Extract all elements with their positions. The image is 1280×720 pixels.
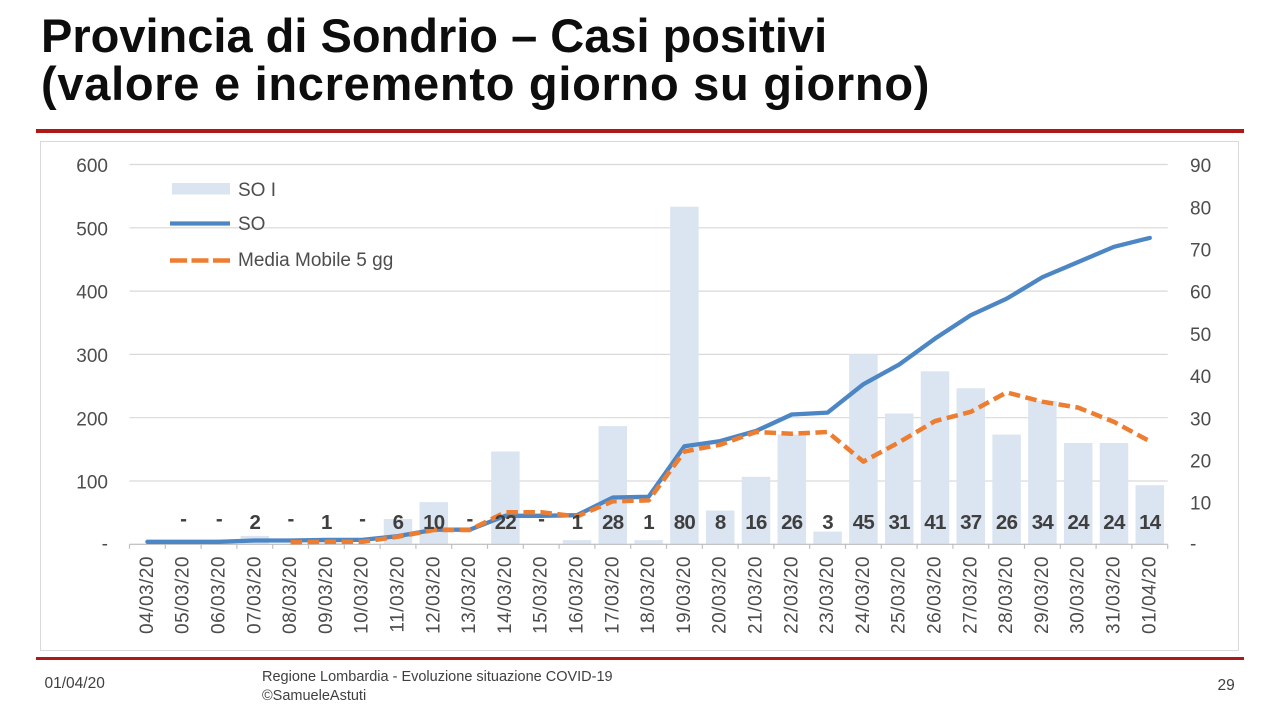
svg-text:80: 80	[1190, 198, 1211, 219]
svg-text:50: 50	[1190, 325, 1211, 346]
svg-text:04/03/20: 04/03/20	[137, 556, 158, 634]
svg-text:20: 20	[1190, 452, 1211, 473]
svg-text:14: 14	[1139, 511, 1162, 534]
svg-text:SO: SO	[238, 214, 265, 235]
svg-text:12/03/20: 12/03/20	[423, 556, 444, 634]
svg-text:08/03/20: 08/03/20	[280, 556, 301, 634]
svg-text:27/03/20: 27/03/20	[960, 556, 981, 634]
svg-text:80: 80	[674, 511, 696, 534]
svg-text:34: 34	[1032, 511, 1055, 534]
svg-text:29/03/20: 29/03/20	[1032, 556, 1053, 634]
svg-text:18/03/20: 18/03/20	[638, 556, 659, 634]
svg-text:16/03/20: 16/03/20	[567, 556, 588, 634]
svg-text:40: 40	[1190, 367, 1211, 388]
svg-text:16: 16	[745, 511, 767, 534]
svg-text:07/03/20: 07/03/20	[244, 556, 265, 634]
svg-text:SO I: SO I	[238, 180, 276, 201]
svg-text:10: 10	[423, 511, 445, 534]
svg-text:500: 500	[76, 219, 108, 240]
svg-text:22/03/20: 22/03/20	[781, 556, 802, 634]
svg-text:01/04/20: 01/04/20	[1139, 556, 1160, 634]
svg-text:100: 100	[76, 473, 108, 494]
svg-text:1: 1	[572, 511, 583, 534]
svg-text:-: -	[216, 508, 222, 531]
svg-text:400: 400	[76, 283, 108, 304]
svg-text:90: 90	[1190, 156, 1211, 177]
svg-text:-: -	[1190, 534, 1196, 555]
svg-text:13/03/20: 13/03/20	[459, 556, 480, 634]
svg-text:11/03/20: 11/03/20	[388, 556, 409, 633]
svg-text:-: -	[467, 508, 473, 531]
svg-text:3: 3	[822, 511, 833, 534]
svg-text:24: 24	[1067, 511, 1090, 534]
svg-text:60: 60	[1190, 283, 1211, 304]
svg-text:22: 22	[495, 511, 517, 534]
svg-text:17/03/20: 17/03/20	[602, 556, 623, 634]
svg-text:30: 30	[1190, 409, 1211, 430]
svg-text:20/03/20: 20/03/20	[710, 556, 731, 634]
svg-text:300: 300	[76, 346, 108, 367]
svg-text:70: 70	[1190, 241, 1211, 262]
svg-text:-: -	[180, 508, 186, 531]
svg-text:14/03/20: 14/03/20	[495, 556, 516, 634]
svg-text:21/03/20: 21/03/20	[746, 556, 767, 634]
svg-text:10/03/20: 10/03/20	[352, 556, 373, 634]
svg-text:06/03/20: 06/03/20	[209, 556, 230, 634]
svg-text:24: 24	[1103, 511, 1126, 534]
svg-text:28/03/20: 28/03/20	[996, 556, 1017, 634]
svg-text:1: 1	[321, 511, 332, 534]
svg-text:09/03/20: 09/03/20	[316, 556, 337, 634]
svg-text:10: 10	[1190, 494, 1211, 515]
svg-text:600: 600	[76, 156, 108, 177]
svg-text:26: 26	[996, 511, 1018, 534]
svg-text:26/03/20: 26/03/20	[925, 556, 946, 634]
svg-text:19/03/20: 19/03/20	[674, 556, 695, 634]
svg-text:23/03/20: 23/03/20	[817, 556, 838, 634]
svg-text:6: 6	[393, 511, 404, 534]
svg-text:45: 45	[853, 511, 875, 534]
svg-text:1: 1	[643, 511, 654, 534]
svg-text:200: 200	[76, 409, 108, 430]
svg-text:8: 8	[715, 511, 726, 534]
svg-text:37: 37	[960, 511, 982, 534]
svg-text:26: 26	[781, 511, 803, 534]
svg-text:15/03/20: 15/03/20	[531, 556, 552, 634]
svg-text:25/03/20: 25/03/20	[889, 556, 910, 634]
svg-text:-: -	[288, 508, 294, 531]
svg-text:-: -	[359, 508, 365, 531]
svg-text:-: -	[538, 508, 544, 531]
svg-text:-: -	[102, 534, 108, 555]
svg-text:41: 41	[924, 511, 946, 534]
svg-text:30/03/20: 30/03/20	[1068, 556, 1089, 634]
svg-text:24/03/20: 24/03/20	[853, 556, 874, 634]
svg-text:2: 2	[249, 511, 260, 534]
svg-text:31/03/20: 31/03/20	[1104, 556, 1125, 634]
svg-text:31: 31	[888, 511, 910, 534]
svg-text:28: 28	[602, 511, 624, 534]
svg-text:05/03/20: 05/03/20	[173, 556, 194, 634]
svg-text:Media Mobile 5 gg: Media Mobile 5 gg	[238, 250, 393, 271]
